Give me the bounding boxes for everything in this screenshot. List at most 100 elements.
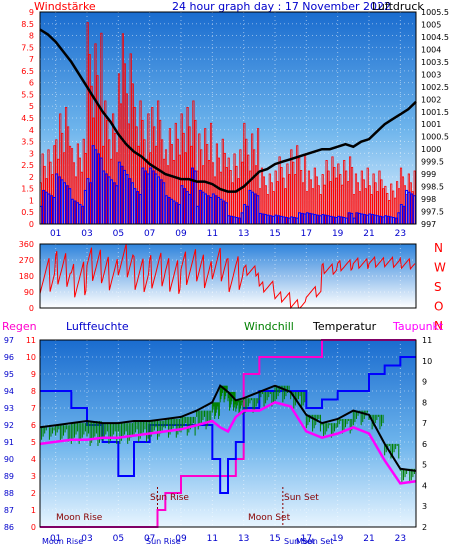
left-tick-label: 3.5 <box>21 138 34 147</box>
compass-label: W <box>434 261 446 275</box>
compass-label: N <box>434 319 443 333</box>
left-tick-label: 6 <box>29 79 34 88</box>
moon-rise-annotation: Moon Rise <box>56 513 103 523</box>
right-tick-label: 1003.5 <box>421 58 449 67</box>
temp-tick-label: 8 <box>422 398 427 407</box>
right-tick-label: 1000.5 <box>421 133 449 142</box>
direction-tick-label: 360 <box>19 240 34 249</box>
right-tick-label: 997 <box>421 220 436 229</box>
humidity-tick-label: 90 <box>4 455 14 464</box>
rain-tick-label: 7 <box>31 404 36 413</box>
left-tick-label: 6.5 <box>21 67 34 76</box>
compass-label: O <box>434 300 443 314</box>
rain-tick-label: 6 <box>31 421 36 430</box>
moon-set-bottom: Moon Set <box>296 537 333 546</box>
x-tick-label: 19 <box>332 229 344 239</box>
right-tick-label: 1001 <box>421 120 441 129</box>
wind-bars <box>39 22 416 225</box>
windstaerke-label: Windstärke <box>34 0 96 13</box>
right-tick-label: 999.5 <box>421 158 444 167</box>
pressure-series <box>39 28 417 193</box>
rain-tick-label: 0 <box>31 523 36 532</box>
x-tick-label: 01 <box>50 229 61 239</box>
sun-rise-annotation: Sun Rise <box>150 493 189 503</box>
left-tick-label: 8.5 <box>21 20 34 29</box>
x-tick-label: 13 <box>238 229 249 239</box>
direction-tick-label: 270 <box>19 256 34 265</box>
axis-labels: 01 03 05 07 09 11 13 15 17 19 21 2300.511.522.533.5… <box>4 8 449 544</box>
luftdruck-label: Luftdruck <box>372 0 424 13</box>
temp-tick-label: 9 <box>422 378 427 387</box>
x-tick-label: 23 <box>395 534 406 544</box>
temp-tick-label: 4 <box>422 481 427 490</box>
left-tick-label: 1 <box>29 196 34 205</box>
right-tick-label: 1005 <box>421 20 441 29</box>
humidity-tick-label: 96 <box>4 353 14 362</box>
left-tick-label: 9 <box>29 8 34 17</box>
rain-tick-label: 11 <box>26 336 36 345</box>
right-tick-label: 1002 <box>421 95 441 104</box>
compass-label: N <box>434 241 443 255</box>
luftfeuchte-label: Luftfeuchte <box>66 320 129 333</box>
humidity-tick-label: 89 <box>4 472 14 481</box>
rain-tick-label: 1 <box>31 506 36 515</box>
left-tick-label: 7.5 <box>21 43 34 52</box>
temp-tick-label: 10 <box>422 357 432 366</box>
x-tick-label: 19 <box>332 534 344 544</box>
panel3-frame <box>39 339 417 528</box>
temp-tick-label: 2 <box>422 523 427 532</box>
temperature-line <box>39 384 417 472</box>
panel2-frame <box>39 243 417 309</box>
humidity-tick-label: 88 <box>4 489 14 498</box>
left-tick-label: 3 <box>29 149 34 158</box>
rain-tick-label: 2 <box>31 489 36 498</box>
humidity-tick-label: 92 <box>4 421 14 430</box>
right-tick-label: 998.5 <box>421 183 444 192</box>
rain-tick-label: 4 <box>31 455 36 464</box>
humidity-tick-label: 93 <box>4 404 14 413</box>
x-tick-label: 09 <box>175 229 187 239</box>
humidity-tick-label: 91 <box>4 438 14 447</box>
pressure-line <box>39 28 417 193</box>
x-tick-label: 07 <box>144 534 155 544</box>
x-tick-label: 23 <box>395 229 406 239</box>
right-tick-label: 1003 <box>421 70 441 79</box>
x-tick-label: 21 <box>363 229 374 239</box>
chart-title: 24 hour graph day : 17 November 2022 <box>172 0 391 13</box>
rain-tick-label: 10 <box>26 353 36 362</box>
x-tick-label: 11 <box>207 534 218 544</box>
humidity-line <box>40 356 416 494</box>
x-tick-label: 03 <box>81 534 92 544</box>
direction-line <box>39 243 416 310</box>
x-tick-label: 17 <box>301 534 312 544</box>
rain-tick-label: 3 <box>31 472 36 481</box>
x-tick-label: 05 <box>113 229 124 239</box>
left-tick-label: 5.5 <box>21 90 34 99</box>
x-tick-label: 15 <box>269 229 280 239</box>
x-tick-label: 13 <box>238 534 249 544</box>
x-tick-label: 05 <box>113 534 124 544</box>
humidity-tick-label: 87 <box>4 506 14 515</box>
windchill-label: Windchill <box>244 320 294 333</box>
left-tick-label: 8 <box>29 32 34 41</box>
right-tick-label: 997.5 <box>421 208 444 217</box>
right-tick-label: 999 <box>421 170 436 179</box>
right-tick-label: 1002.5 <box>421 83 449 92</box>
temperatur-label: Temperatur <box>312 320 377 333</box>
right-tick-label: 1000 <box>421 145 441 154</box>
temp-tick-label: 11 <box>422 336 432 345</box>
x-tick-label: 01 <box>50 534 61 544</box>
left-tick-label: 4 <box>29 126 34 135</box>
x-tick-label: 17 <box>301 229 312 239</box>
taupunkt-label: Taupunkt <box>392 320 444 333</box>
dewpoint-line <box>39 400 417 485</box>
direction-tick-label: 0 <box>29 304 34 313</box>
temp-tick-label: 5 <box>422 461 427 470</box>
temp-tick-label: 6 <box>422 440 427 449</box>
x-tick-label: 09 <box>175 534 187 544</box>
moon-rise-bottom: Moon Rise <box>42 537 83 546</box>
direction-series <box>39 243 416 310</box>
left-tick-label: 0 <box>29 220 34 229</box>
sun-set-bottom: Sun Set <box>284 537 315 546</box>
